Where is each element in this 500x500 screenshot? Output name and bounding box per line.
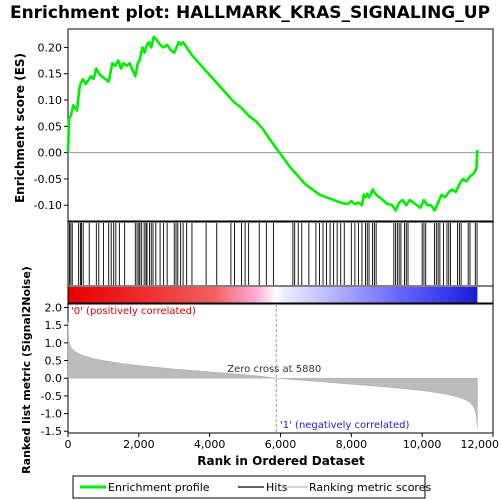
es-tick-label: -0.05 bbox=[34, 173, 62, 186]
enrichment-score-panel: 0.20 0.15 0.10 0.05 0.00 -0.05 -0.10 bbox=[34, 28, 494, 222]
ranking-color-bar bbox=[67, 285, 494, 304]
metric-axis-label: Ranked list metric (Signal2Noise) bbox=[20, 266, 33, 474]
legend: Enrichment profile Hits Ranking metric sco… bbox=[72, 475, 431, 499]
rank-tick-label: 8,000 bbox=[336, 438, 368, 451]
legend-hits-label: Hits bbox=[266, 481, 288, 494]
rank-tick-label: 2,000 bbox=[123, 438, 155, 451]
es-plot-frame bbox=[67, 28, 494, 222]
metric-tick-label: 1.0 bbox=[45, 337, 63, 350]
rank-tick-label: 12,000 bbox=[461, 438, 500, 451]
metric-tick-label: -0.5 bbox=[41, 390, 62, 403]
rank-tick-label: 6,000 bbox=[265, 438, 297, 451]
es-tick-label: 0.05 bbox=[38, 120, 63, 133]
negative-correlation-label: '1' (negatively correlated) bbox=[280, 420, 409, 431]
hits-panel bbox=[67, 221, 494, 287]
metric-tick-label: 1.5 bbox=[45, 319, 63, 332]
hits-frame bbox=[67, 221, 494, 287]
rank-tick-label: 4,000 bbox=[194, 438, 226, 451]
metric-tick-label: 0.5 bbox=[45, 355, 63, 368]
es-tick-label: 0.10 bbox=[38, 94, 63, 107]
es-tick-label: 0.00 bbox=[38, 147, 63, 160]
metric-tick-label: -1.5 bbox=[41, 425, 62, 438]
ranked-metric-panel: 2.0 1.5 1.0 0.5 0.0 -0.5 -1.0 -1.50 2,000 4,000 6,… bbox=[41, 302, 499, 451]
es-tick-label: 0.15 bbox=[38, 68, 63, 81]
positive-correlation-label: '0' (positively correlated) bbox=[71, 306, 196, 317]
rank-tick-label: 0 bbox=[65, 438, 72, 451]
legend-ranking-label: Ranking metric scores bbox=[309, 481, 431, 494]
metric-tick-label: 0.0 bbox=[45, 372, 63, 385]
rank-tick-label: 10,000 bbox=[403, 438, 442, 451]
enrichment-profile-line bbox=[66, 35, 479, 212]
ranking-bar-frame bbox=[67, 285, 494, 304]
es-tick-label: 0.20 bbox=[38, 41, 63, 54]
ranking-metric-area bbox=[67, 321, 478, 428]
rank-axis-label: Rank in Ordered Dataset bbox=[197, 454, 365, 468]
metric-tick-label: -1.0 bbox=[41, 408, 62, 421]
zero-cross-label: Zero cross at 5880 bbox=[227, 364, 321, 375]
legend-enrichment-label: Enrichment profile bbox=[108, 481, 210, 494]
es-axis-label: Enrichment score (ES) bbox=[13, 53, 27, 203]
chart-title: Enrichment plot: HALLMARK_KRAS_SIGNALING… bbox=[10, 3, 490, 23]
es-tick-label: -0.10 bbox=[34, 199, 62, 212]
ranking-gradient-bar bbox=[68, 287, 478, 303]
metric-tick-label: 2.0 bbox=[45, 302, 63, 315]
